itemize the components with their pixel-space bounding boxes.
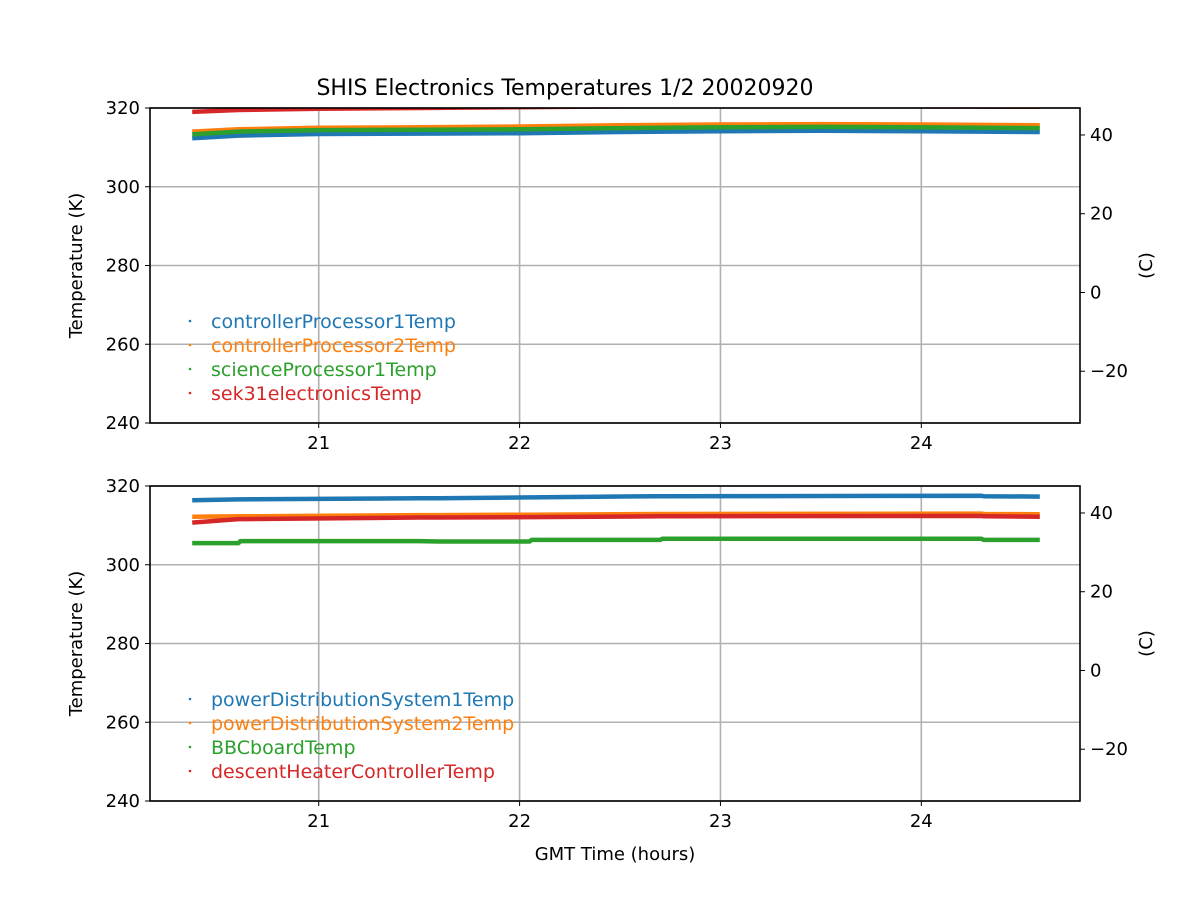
series-line-controllerProcessor1Temp: [192, 128, 1040, 141]
series-line-sek31electronicsTemp: [192, 108, 1040, 115]
series-line-descentHeaterControllerTemp: [192, 513, 1040, 525]
x-tick-label: 23: [709, 433, 732, 454]
legend-marker: [188, 367, 192, 371]
series-line-BBCboardTemp: [192, 536, 1040, 546]
y-tick-label: 260: [106, 712, 140, 733]
x-tick-label: 22: [508, 811, 531, 832]
y-tick-label: 280: [106, 256, 140, 277]
legend-label: powerDistributionSystem1Temp: [211, 689, 514, 711]
legend-marker: [188, 343, 192, 347]
x-tick-label: 24: [910, 811, 933, 832]
panel-2: 21 22 23 24 240 260 280 300 320 −20 0 20 40 powerDist…: [66, 476, 1157, 865]
y-tick-label: 300: [106, 177, 140, 198]
legend-marker: [188, 769, 192, 773]
x-tick-label: 23: [709, 811, 732, 832]
legend-marker: [188, 391, 192, 395]
legend-label: scienceProcessor1Temp: [211, 359, 437, 381]
y-tick-label: 240: [106, 413, 140, 434]
series-group: [192, 493, 1040, 546]
legend-label: sek31electronicsTemp: [211, 383, 422, 405]
y2-tick-label: 0: [1090, 282, 1101, 303]
y2-tick-label: 20: [1090, 582, 1113, 603]
legend-label: controllerProcessor2Temp: [211, 335, 456, 357]
axes-frame: [149, 485, 1081, 802]
legend-label: powerDistributionSystem2Temp: [211, 713, 514, 735]
legend-marker: [188, 721, 192, 725]
y2-tick-label: 40: [1090, 503, 1113, 524]
chart-title: SHIS Electronics Temperatures 1/2 200209…: [316, 76, 813, 101]
x-axis-label: GMT Time (hours): [535, 844, 696, 865]
legend-label: BBCboardTemp: [211, 737, 356, 759]
y-axis-label: Temperature (K): [66, 193, 87, 340]
y-tick-label: 240: [106, 791, 140, 812]
legend-marker: [188, 697, 192, 701]
legend-label: controllerProcessor1Temp: [211, 311, 456, 333]
y-tick-label: 320: [106, 476, 140, 497]
y2-axis-label: (C): [1136, 630, 1157, 657]
series-line-scienceProcessor1Temp: [192, 124, 1040, 137]
y-tick-label: 320: [106, 98, 140, 119]
y2-tick-label: 0: [1090, 660, 1101, 681]
series-line-powerDistributionSystem1Temp: [192, 493, 1040, 503]
y2-tick-label: −20: [1090, 361, 1128, 382]
y2-axis-label: (C): [1136, 252, 1157, 279]
x-tick-label: 22: [508, 433, 531, 454]
legend-marker: [188, 319, 192, 323]
y2-tick-label: −20: [1090, 739, 1128, 760]
series-line-powerDistributionSystem2Temp: [192, 511, 1040, 519]
series-line-controllerProcessor2Temp: [192, 121, 1040, 134]
y2-tick-label: 20: [1090, 204, 1113, 225]
legend-label: descentHeaterControllerTemp: [211, 761, 495, 783]
x-tick-label: 24: [910, 433, 933, 454]
x-tick-label: 21: [307, 433, 330, 454]
y-tick-label: 280: [106, 634, 140, 655]
y-tick-label: 260: [106, 334, 140, 355]
axes-frame: [149, 107, 1081, 424]
y-axis-label: Temperature (K): [66, 571, 87, 718]
y-tick-label: 300: [106, 555, 140, 576]
panel-1: 21 22 23 24 240 260 280 300 320 −20 0 20 40 controlle…: [66, 76, 1157, 454]
y2-tick-label: 40: [1090, 125, 1113, 146]
series-group: [192, 108, 1040, 141]
legend-marker: [188, 745, 192, 749]
x-tick-label: 21: [307, 811, 330, 832]
